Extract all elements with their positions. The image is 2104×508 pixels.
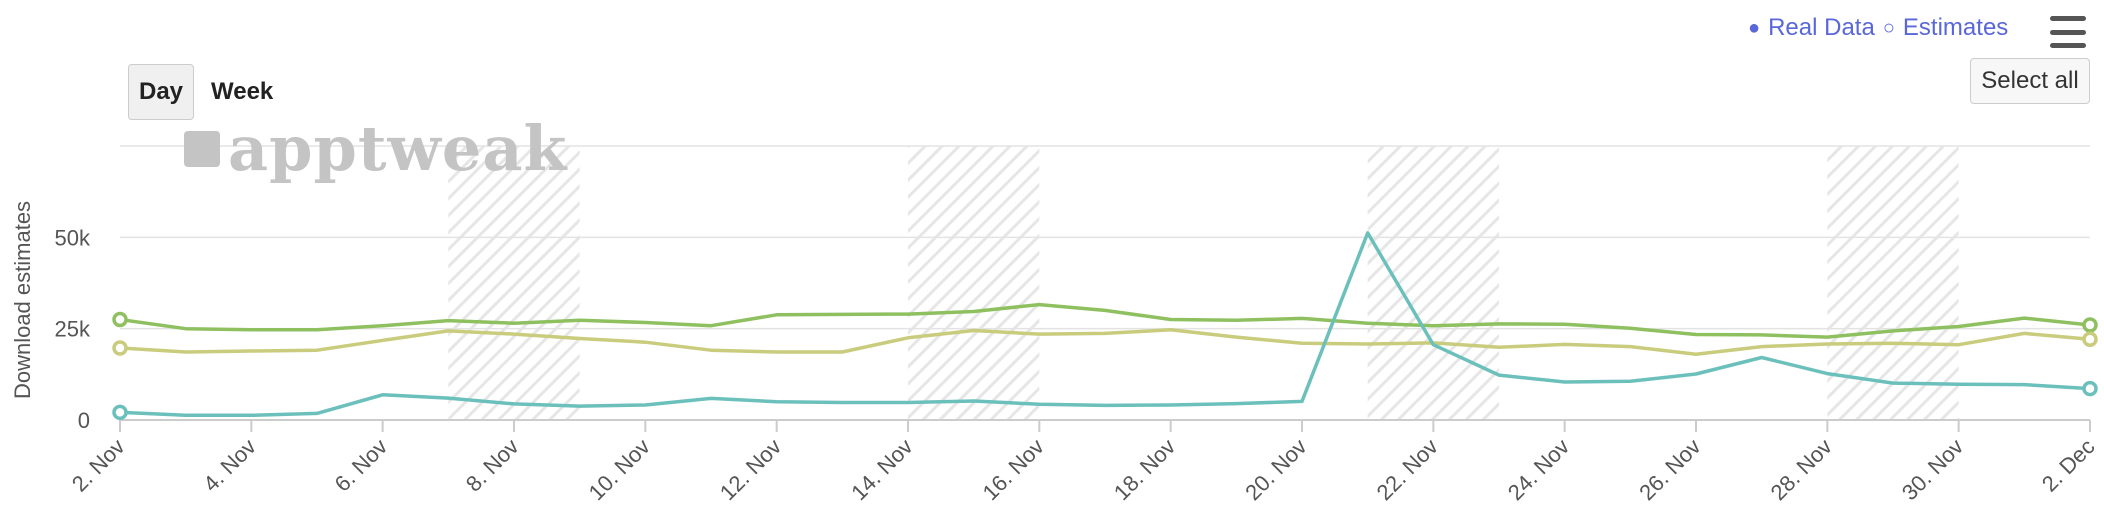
series-end-marker — [2082, 331, 2098, 348]
series-end-marker — [2082, 380, 2098, 397]
x-tick-label: 2. Dec — [2037, 434, 2100, 497]
x-tick-label: 30. Nov — [1897, 434, 1968, 505]
series-line-3 — [119, 231, 2091, 418]
watermark-text: apptweak — [228, 112, 568, 185]
range-week-button[interactable]: Week — [211, 78, 274, 105]
menu-bar — [2050, 29, 2086, 35]
x-tick-label: 22. Nov — [1372, 434, 1443, 505]
gridlines — [120, 145, 2090, 330]
x-tick-label: 24. Nov — [1503, 434, 1574, 505]
y-tick-label: 25k — [55, 317, 91, 342]
x-tick-label: 2. Nov — [67, 434, 130, 497]
chart-legend: ● Real Data ○ Estimates — [1748, 14, 2008, 42]
range-selector: Day Week — [128, 64, 284, 120]
weekend-band — [448, 146, 580, 420]
x-tick-label: 4. Nov — [198, 434, 261, 497]
weekend-bands — [448, 146, 1959, 420]
series-line-1 — [119, 302, 2091, 339]
x-tick-label: 16. Nov — [978, 434, 1049, 505]
x-tick-label: 10. Nov — [584, 434, 655, 505]
x-tick-label: 26. Nov — [1634, 434, 1705, 505]
series-end-marker — [112, 311, 128, 328]
select-all-button[interactable]: Select all — [1970, 58, 2090, 104]
x-tick-label: 14. Nov — [846, 434, 917, 505]
y-tick-label: 0 — [78, 408, 90, 433]
series-lines — [112, 231, 2098, 421]
x-tick-label: 12. Nov — [715, 434, 786, 505]
legend-real-data[interactable]: Real Data — [1768, 14, 1875, 41]
apptweak-logo-icon — [184, 130, 220, 167]
weekend-band — [1827, 146, 1959, 420]
y-axis-label: Download estimates — [10, 201, 35, 399]
series-end-marker — [112, 404, 128, 421]
x-tick-label: 8. Nov — [461, 434, 524, 497]
x-tick-label: 6. Nov — [330, 434, 393, 497]
series-end-marker — [112, 340, 128, 356]
menu-bar — [2050, 16, 2086, 21]
y-tick-label: 50k — [55, 225, 91, 250]
weekend-band — [908, 146, 1040, 420]
real-data-dot-icon: ● — [1748, 16, 1761, 39]
y-axis-ticks: 0 25k 50k — [55, 225, 91, 433]
hamburger-menu-icon[interactable] — [2050, 16, 2086, 48]
x-axis: 2. Nov 4. Nov 6. Nov 8. Nov 10. Nov 12. Nov 14… — [67, 419, 2100, 505]
range-day-button[interactable]: Day — [128, 64, 194, 120]
menu-bar — [2050, 43, 2086, 48]
x-tick-label: 28. Nov — [1766, 434, 1837, 505]
apptweak-watermark: apptweak — [184, 112, 567, 185]
series-end-marker — [2082, 317, 2098, 333]
x-tick-label: 18. Nov — [1109, 434, 1180, 505]
legend-estimates[interactable]: Estimates — [1902, 14, 2009, 41]
series-line-2 — [119, 328, 2091, 356]
estimates-circle-icon: ○ — [1882, 16, 1895, 39]
weekend-band — [1367, 146, 1499, 420]
x-tick-label: 20. Nov — [1240, 434, 1311, 505]
